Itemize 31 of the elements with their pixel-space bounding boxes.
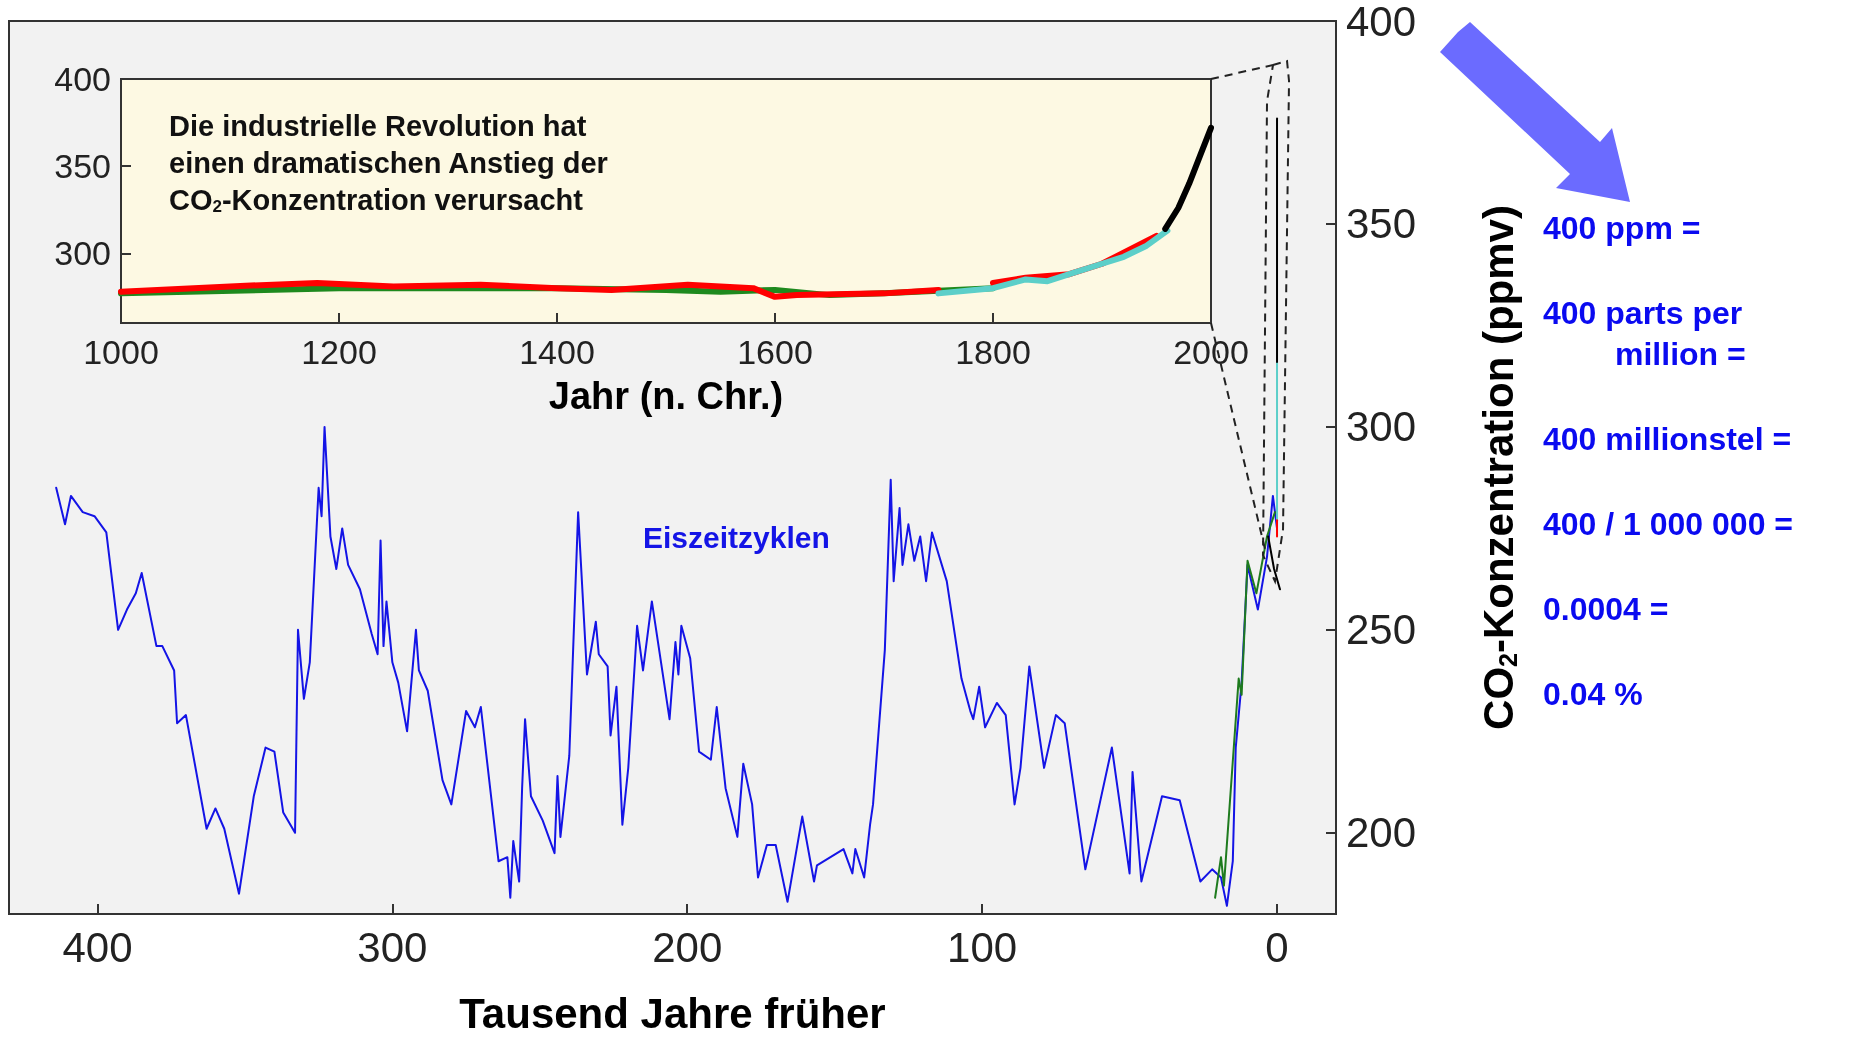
text: 400 parts per million = [1543,294,1747,374]
y-axis-title: CO2-Konzentration (ppmv) [1474,205,1522,730]
text: 400 millionstel = [1543,420,1793,459]
y-tick-label: 200 [1346,809,1417,857]
text: 0.0004 = [1543,590,1670,629]
y-tick-label: 350 [54,147,111,186]
x-tick-label: 1800 [955,333,1031,371]
text: 400 ppm = [1543,209,1702,248]
x-tick-label: 1000 [83,333,159,371]
x-tick-label: 100 [947,923,1018,971]
x-tick-label: 2000 [1173,333,1249,371]
line-series [1214,511,1276,899]
text: 400 / 1 000 000 = [1543,505,1794,544]
x-tick-label: 200 [652,923,723,971]
x-tick-label: 1400 [519,333,595,371]
y-tick-label: 400 [54,60,111,98]
x-tick-label: 300 [357,923,428,971]
x-axis-title: Jahr (n. Chr.) [548,375,784,417]
x-axis-title: Tausend Jahre früher [459,989,886,1037]
y-tick-label: 300 [54,234,111,273]
x-tick-label: 0 [1265,923,1289,971]
x-tick-label: 1600 [737,333,813,371]
y-tick-label: 350 [1346,200,1417,248]
x-tick-label: 1200 [301,333,377,371]
y-tick-label: 400 [1346,0,1417,45]
annotation: Die industrielle Revolution hat einen dramatischen Anstieg der CO2-Konzentration verursacht [169,109,608,216]
series-label: Eiszeitzyklen [643,520,830,554]
y-tick-label: 300 [1346,403,1417,451]
line-series [55,425,1279,907]
text: 0.04 % [1543,675,1644,714]
y-tick-label: 250 [1346,606,1417,654]
